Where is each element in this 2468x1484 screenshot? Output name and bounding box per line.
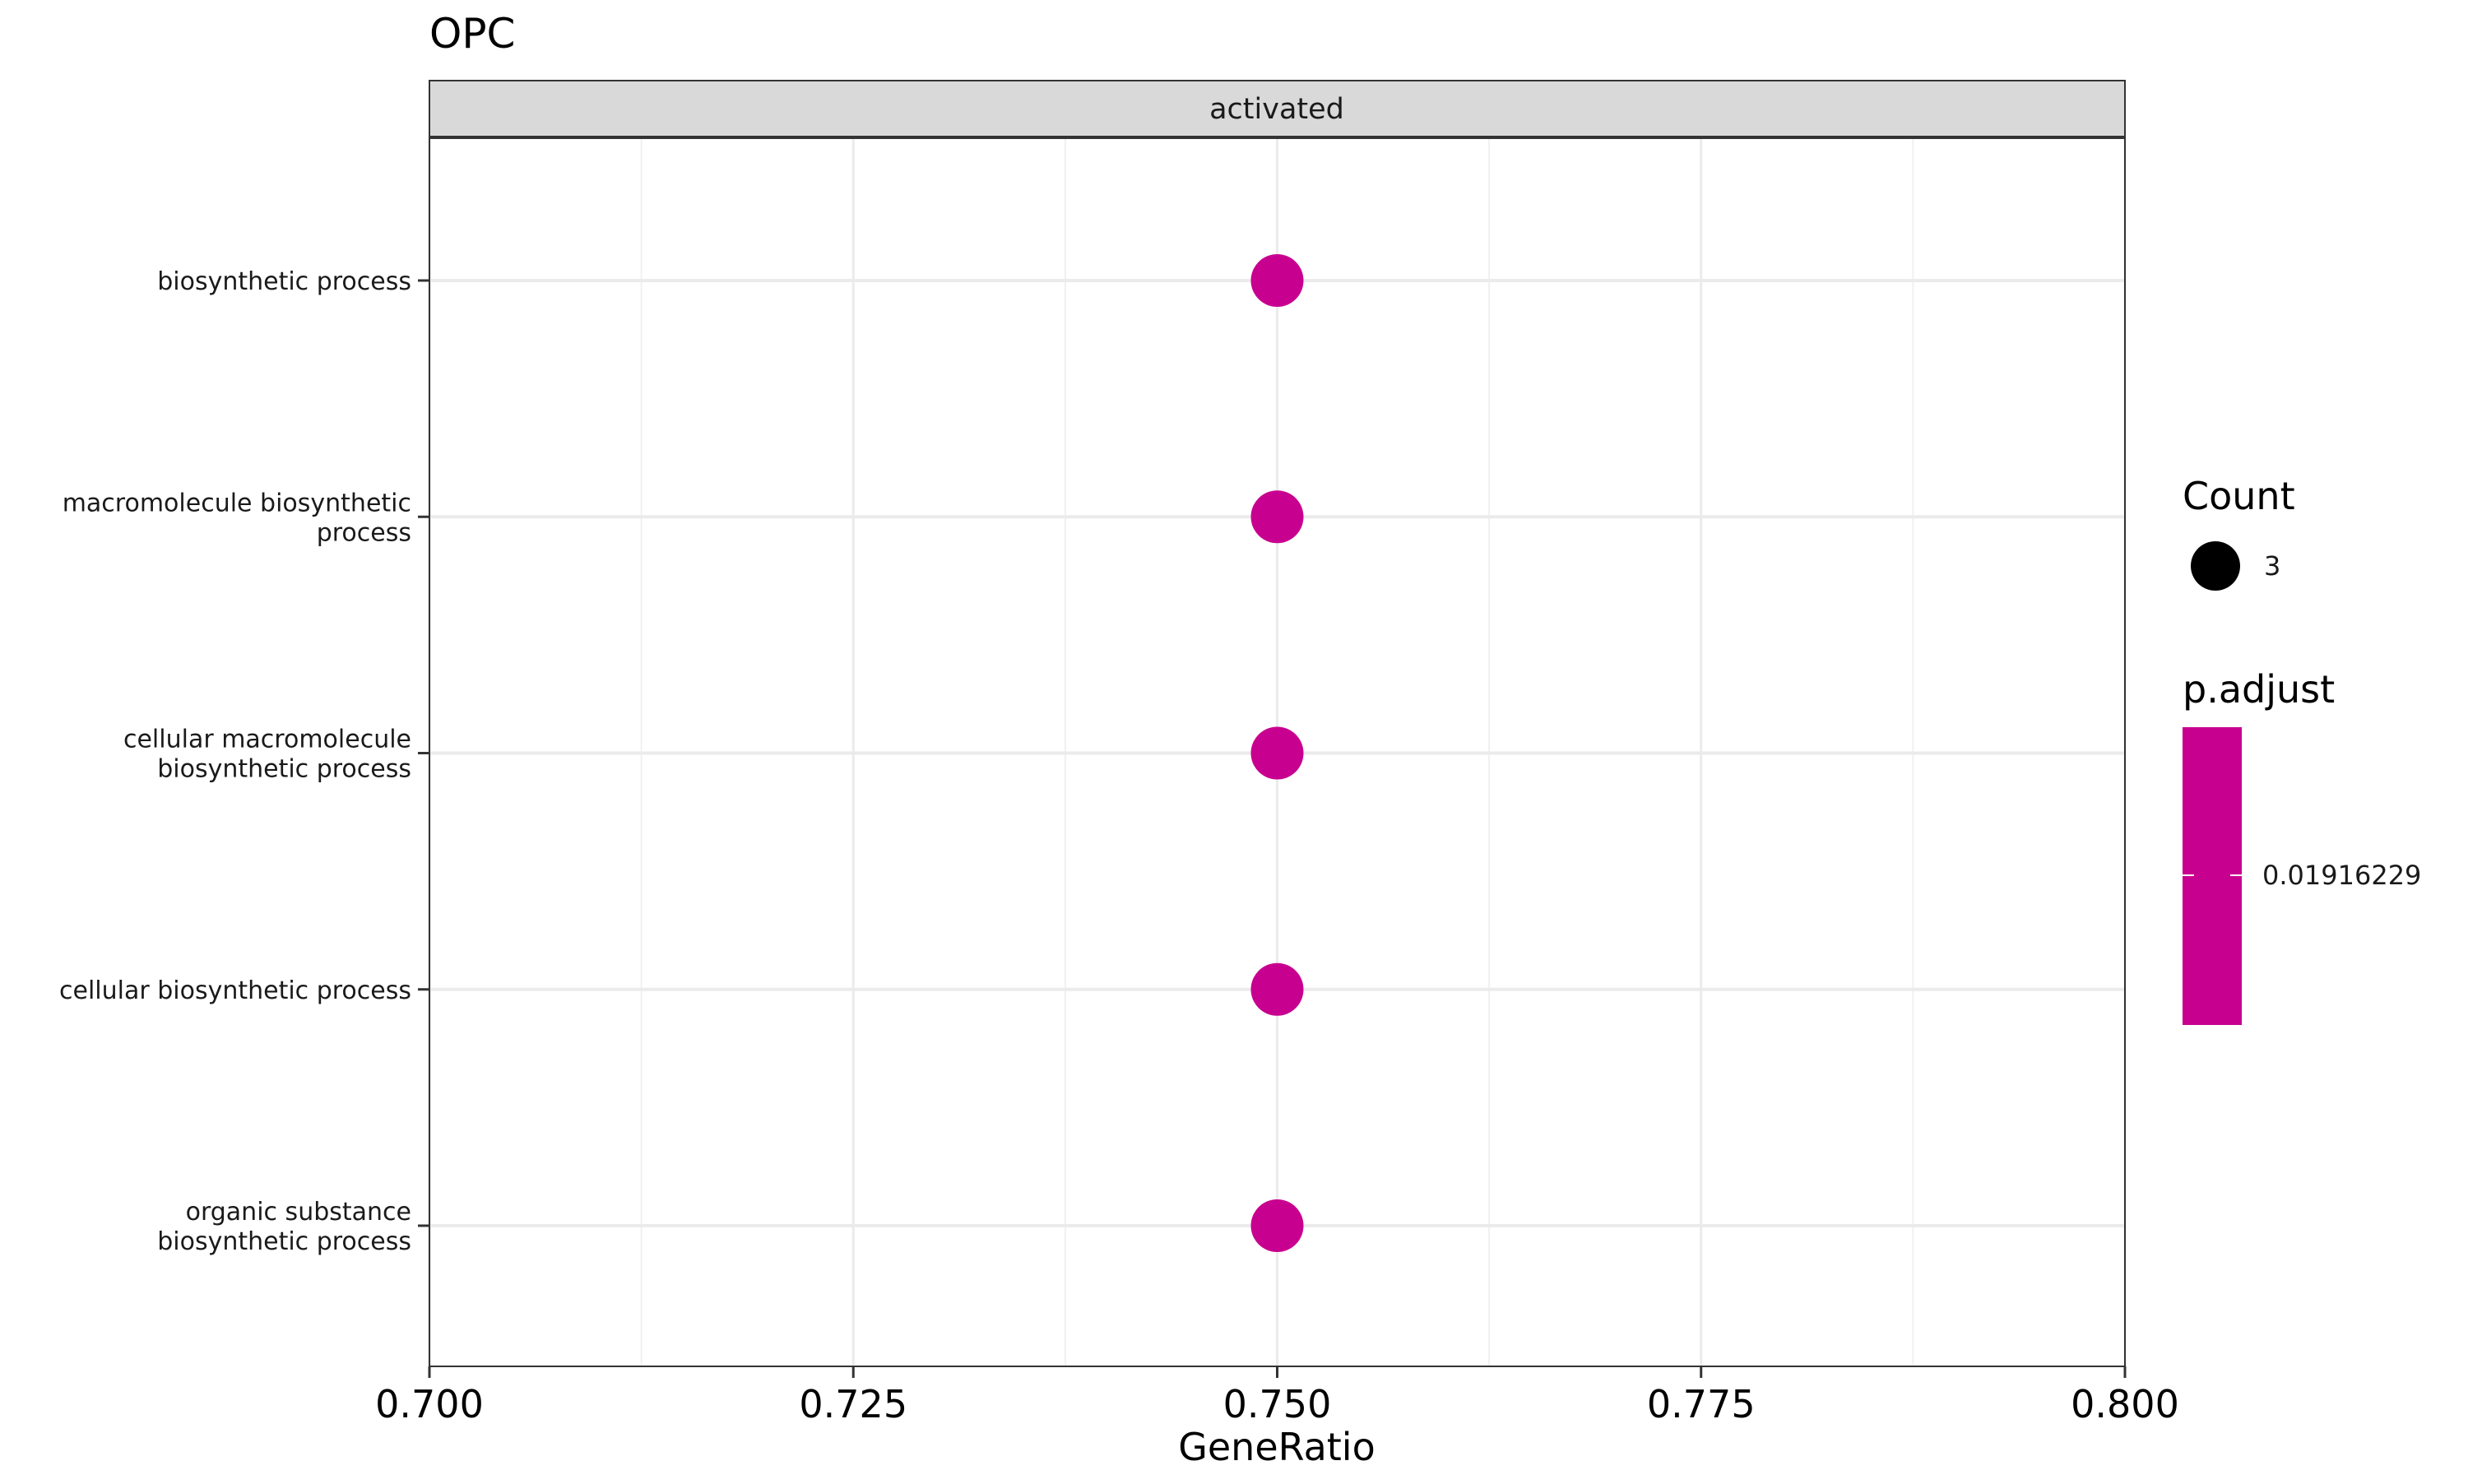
x-axis-title: GeneRatio [1178,1425,1375,1469]
x-tick-label: 0.800 [2071,1382,2179,1426]
y-tick-label: organic substance biosynthetic process [157,1198,411,1256]
data-point [1250,254,1304,307]
x-tick-label: 0.700 [375,1382,484,1426]
legend-count-key [2191,541,2240,591]
y-tick-label: macromolecule biosynthetic process [63,489,411,547]
facet-label: activated [1209,93,1344,126]
y-tick-label: cellular macromolecule biosynthetic proce… [123,726,411,784]
y-tick-label: biosynthetic process [157,267,411,296]
x-tick-label: 0.725 [799,1382,907,1426]
data-point [1250,726,1304,780]
x-tick-label: 0.750 [1223,1382,1332,1426]
plot-panel: 0.700 0.725 0.750 0.775 0.800 biosynthetic pr… [59,137,2179,1426]
legend-padjust-label: 0.01916229 [2262,860,2421,891]
legend-count-title: Count [2183,474,2295,518]
y-tick-label: cellular biosynthetic process [59,976,411,1005]
legend-count-label: 3 [2264,550,2280,582]
chart-title: OPC [429,10,515,58]
data-point [1250,962,1304,1016]
facet-strip [429,80,2126,137]
legend-padjust-title: p.adjust [2183,667,2335,712]
data-point [1250,1199,1304,1252]
data-point [1250,490,1304,544]
x-tick-label: 0.775 [1647,1382,1756,1426]
